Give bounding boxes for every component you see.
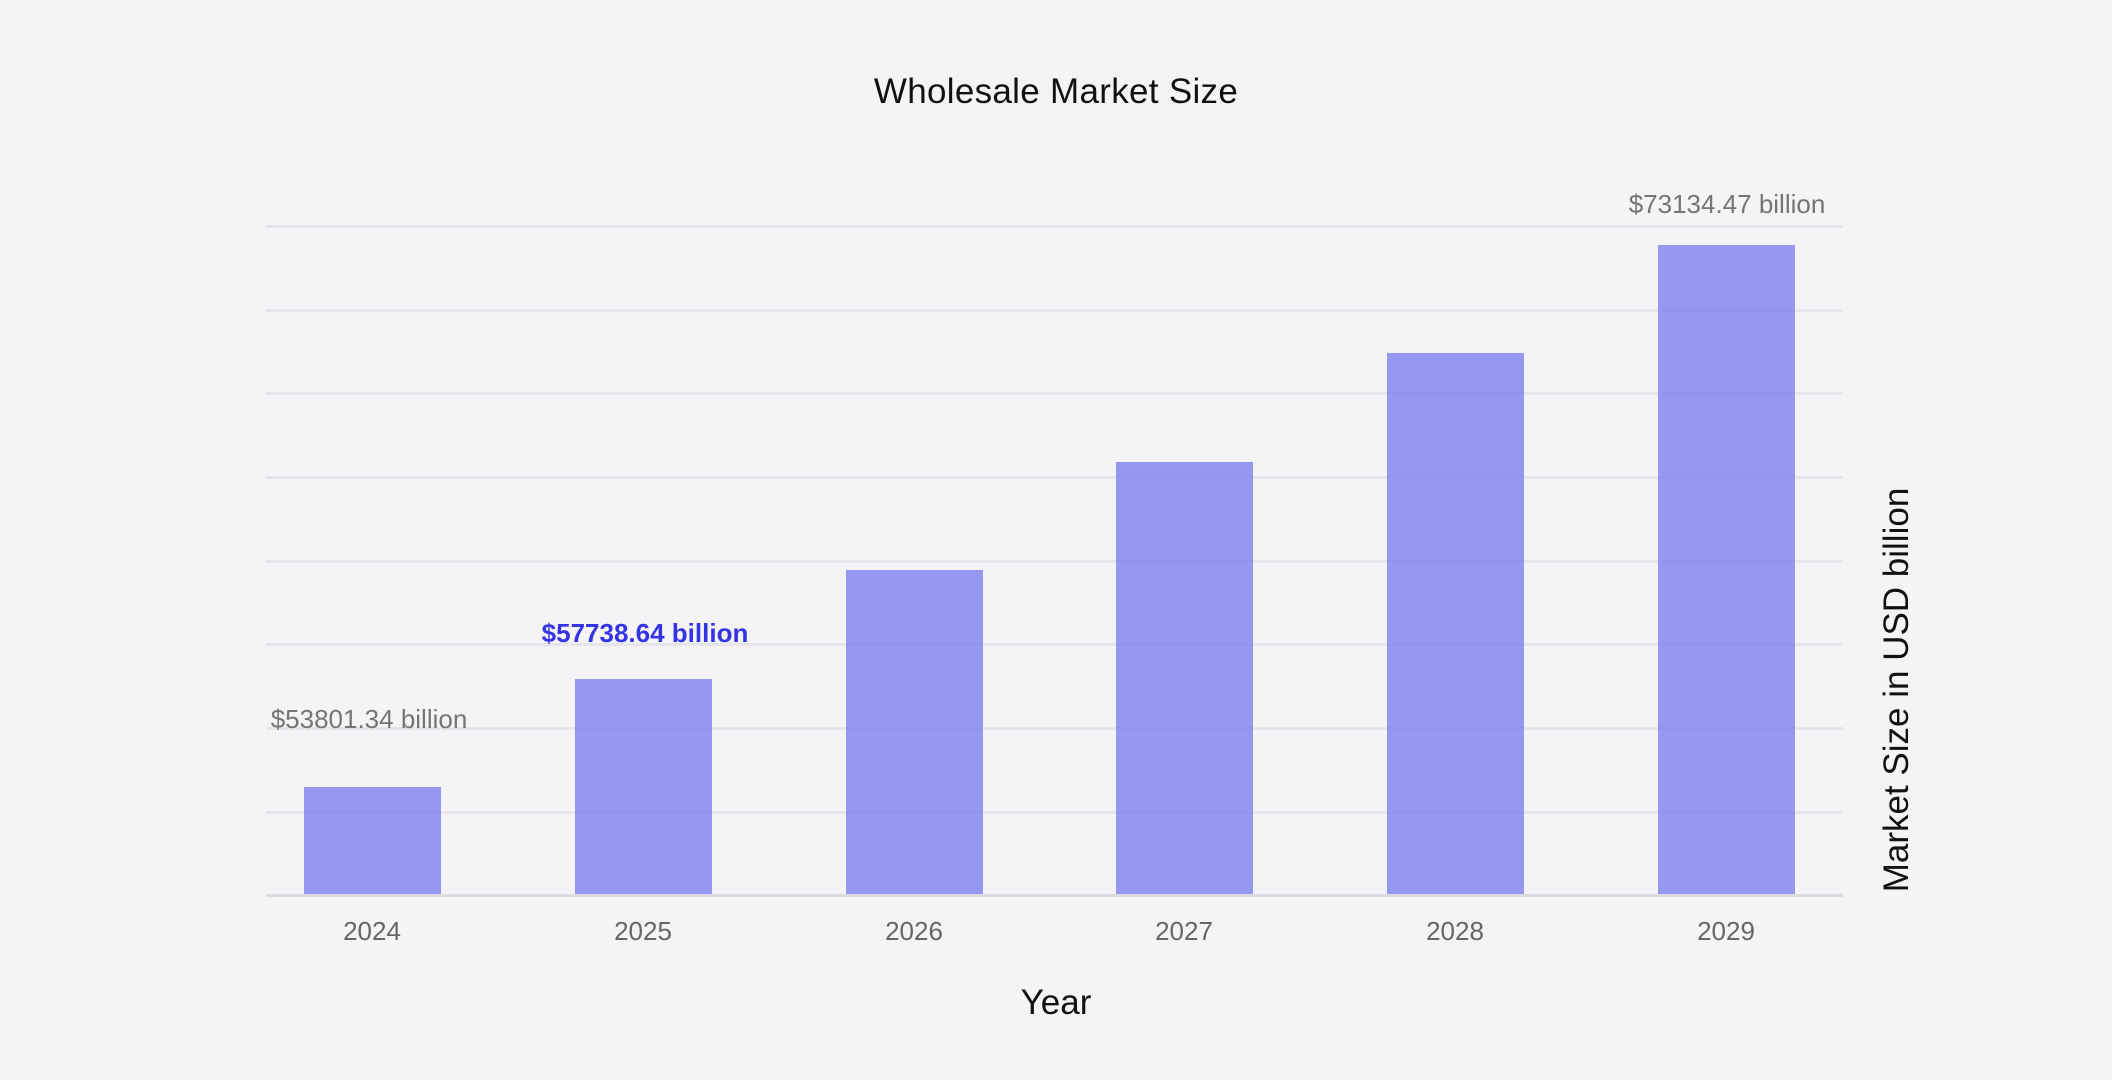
gridline xyxy=(266,309,1843,312)
gridline xyxy=(266,392,1843,395)
bar-2029[interactable] xyxy=(1658,245,1795,895)
gridline xyxy=(266,811,1843,814)
bar-2025[interactable] xyxy=(575,679,712,895)
bar-2028[interactable] xyxy=(1387,353,1524,895)
plot-area xyxy=(266,200,1843,897)
x-tick-2027: 2027 xyxy=(1155,916,1213,946)
x-tick-2024: 2024 xyxy=(343,916,401,946)
data-label-2029: $73134.47 billion xyxy=(1628,189,1826,219)
gridline xyxy=(266,476,1843,479)
gridline xyxy=(266,225,1843,228)
gridline xyxy=(266,727,1843,730)
x-tick-2028: 2028 xyxy=(1426,916,1484,946)
data-label-2025-highlighted: $57738.64 billion xyxy=(541,618,749,648)
x-tick-2029: 2029 xyxy=(1697,916,1755,946)
data-label-2024: $53801.34 billion xyxy=(270,704,468,734)
x-tick-2026: 2026 xyxy=(885,916,943,946)
x-tick-2025: 2025 xyxy=(614,916,672,946)
gridline xyxy=(266,560,1843,563)
gridline xyxy=(266,643,1843,646)
bar-2026[interactable] xyxy=(846,570,983,895)
bar-2027[interactable] xyxy=(1116,462,1253,895)
y-axis-title: Market Size in USD billion xyxy=(1877,487,1916,893)
chart-title: Wholesale Market Size xyxy=(873,72,1239,111)
x-axis-line xyxy=(266,894,1843,897)
x-axis-title: Year xyxy=(1020,983,1092,1022)
bar-2024[interactable] xyxy=(304,787,441,895)
